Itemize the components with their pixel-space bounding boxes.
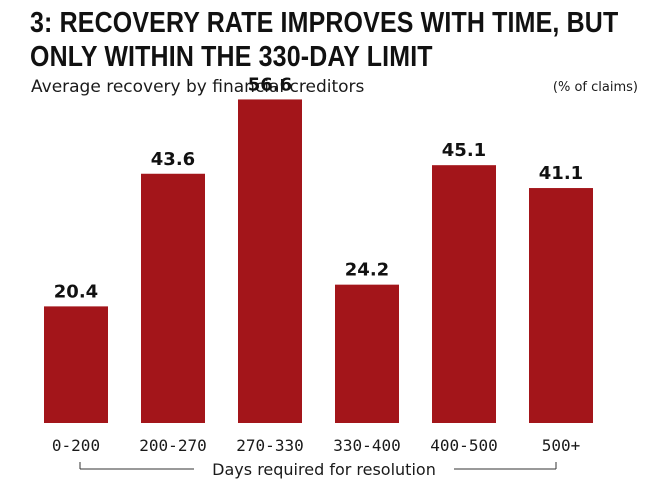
tick-label-270-330: 270-330 (236, 436, 303, 455)
bar-400-500 (432, 165, 496, 423)
x-axis-label: Days required for resolution (212, 460, 436, 479)
value-label-330-400: 24.2 (345, 260, 389, 281)
x-axis-bracket: Days required for resolution (79, 460, 557, 479)
tick-label-330-400: 330-400 (333, 436, 400, 455)
bar-0-200 (44, 306, 108, 423)
chart-title: 3: RECOVERY RATE IMPROVES WITH TIME, BUT… (30, 6, 619, 74)
chart-title-line-2: ONLY WITHIN THE 330-DAY LIMIT (30, 41, 433, 73)
value-label-200-270: 43.6 (151, 149, 195, 170)
value-label-270-330: 56.6 (248, 74, 292, 95)
value-label-500+: 41.1 (539, 163, 583, 184)
value-label-400-500: 45.1 (442, 140, 486, 161)
bar-270-330 (238, 99, 302, 423)
tick-label-0-200: 0-200 (52, 436, 100, 455)
tick-label-500+: 500+ (542, 436, 581, 455)
tick-labels-layer: 0-200 200-270 270-330 330-400 400-500 500+ (52, 436, 580, 455)
chart-subtitle: Average recovery by financial creditors (31, 77, 365, 97)
bar-330-400 (335, 284, 399, 423)
bar-500+ (529, 188, 593, 423)
unit-label: (% of claims) (552, 80, 638, 95)
value-label-0-200: 20.4 (54, 281, 98, 302)
value-labels-layer: 20.4 43.6 56.6 24.2 45.1 41.1 (54, 74, 583, 302)
chart-title-line-1: 3: RECOVERY RATE IMPROVES WITH TIME, BUT (30, 7, 619, 39)
tick-label-400-500: 400-500 (430, 436, 497, 455)
bar-200-270 (141, 173, 205, 423)
tick-label-200-270: 200-270 (139, 436, 206, 455)
bars-layer (44, 99, 593, 423)
